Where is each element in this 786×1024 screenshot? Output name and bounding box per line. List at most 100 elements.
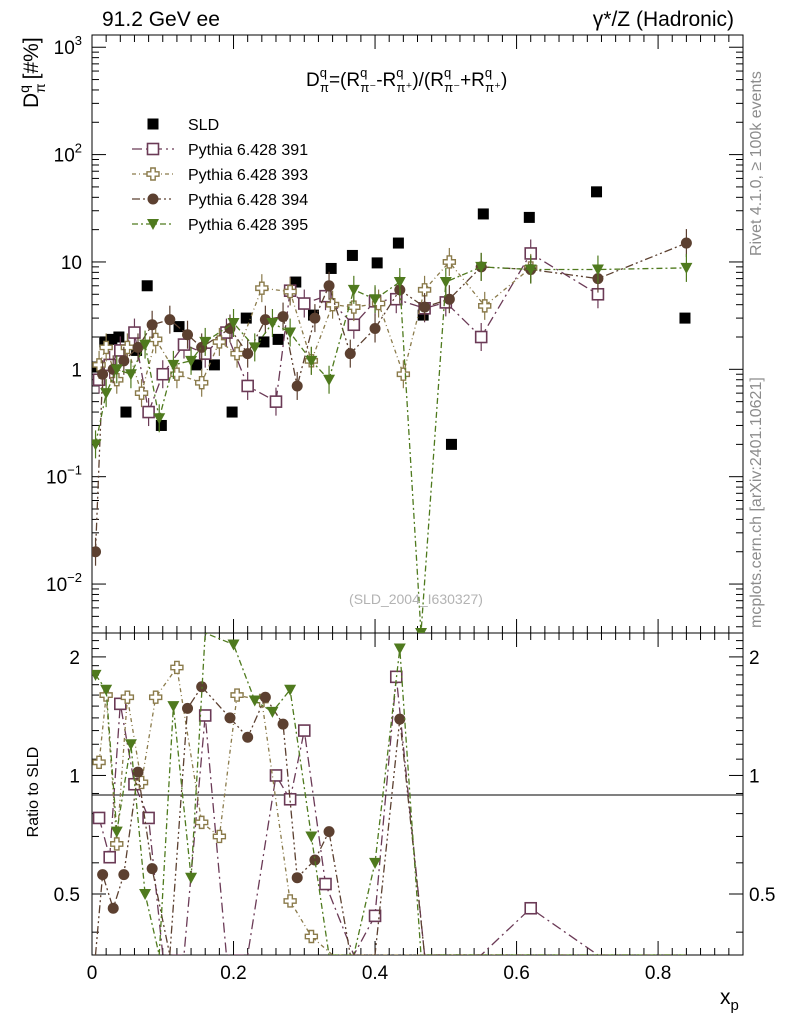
data-point: [591, 264, 604, 276]
data-point: [323, 280, 335, 292]
data-point: [417, 309, 429, 321]
data-point: [167, 359, 180, 371]
ratio-point: [297, 724, 311, 737]
data-point: [258, 336, 270, 348]
data-point: [139, 339, 152, 351]
header-right: γ*/Z (Hadronic): [592, 8, 734, 31]
data-point: [297, 297, 311, 310]
ratio-tick-label: 2: [749, 648, 760, 669]
ratio-tick-label: 0.5: [749, 885, 775, 906]
ratio-point: [100, 684, 113, 696]
data-point: [291, 380, 303, 392]
ratio-point: [182, 702, 194, 714]
data-point: [113, 331, 125, 343]
ratio-line: [94, 633, 687, 955]
y-tick-label: 103: [54, 33, 82, 59]
data-point: [283, 284, 297, 299]
data-point: [679, 312, 691, 324]
data-point: [212, 335, 227, 349]
header-left: 91.2 GeV ee: [102, 8, 220, 31]
y-tick-label: 10−1: [46, 463, 82, 489]
data-point: [153, 413, 166, 425]
ratio-point: [242, 731, 254, 743]
ratio-point: [323, 826, 335, 838]
ratio-point: [146, 863, 158, 875]
data-point: [475, 261, 488, 273]
ratio-axis-title: Ratio to SLD: [25, 747, 42, 838]
ratio-point: [269, 769, 283, 782]
data-point: [305, 355, 318, 367]
ratio-point: [194, 815, 209, 830]
ratio-point: [185, 872, 198, 884]
data-point: [177, 338, 191, 351]
legend-label: Pythia 6.428 394: [188, 192, 308, 209]
legend-marker: [147, 118, 159, 130]
x-axis-title: xp: [720, 986, 739, 1014]
ratio-point: [309, 854, 321, 866]
data-point: [371, 296, 386, 311]
ratio-point: [394, 713, 406, 725]
data-point: [290, 276, 302, 288]
y-tick-label: 10−2: [46, 570, 82, 596]
data-point: [120, 340, 135, 355]
data-point: [132, 341, 144, 353]
ratio-point: [305, 831, 318, 843]
ratio-point: [283, 894, 297, 908]
ratio-line: [98, 676, 599, 955]
data-point: [474, 330, 488, 344]
ratio-point: [134, 775, 149, 790]
data-point: [266, 318, 279, 330]
x-tick-label: 0: [87, 963, 98, 984]
ratio-point: [132, 766, 144, 778]
data-point: [284, 327, 297, 339]
ratio-point: [259, 691, 271, 703]
data-point: [323, 374, 336, 386]
data-point: [141, 280, 153, 292]
ratio-tick-label: 1: [749, 766, 760, 787]
x-tick-label: 0.4: [362, 963, 389, 984]
ratio-point: [170, 660, 184, 675]
data-point: [199, 336, 212, 348]
ratio-point: [230, 688, 244, 702]
data-point: [680, 237, 692, 249]
series-layer: [92, 186, 693, 955]
ratio-point: [167, 701, 180, 713]
data-point: [128, 326, 141, 339]
ratio-tick-label: 2: [69, 648, 80, 669]
legend-marker: [146, 142, 160, 156]
data-point: [173, 321, 185, 333]
data-point: [269, 395, 283, 408]
data-point: [118, 355, 130, 367]
data-point: [242, 348, 254, 360]
data-point: [393, 277, 406, 289]
x-tick-label: 0.2: [220, 963, 246, 984]
ratio-point: [291, 872, 303, 884]
data-point: [182, 329, 194, 341]
data-point: [369, 294, 382, 306]
data-point: [99, 340, 113, 355]
data-point: [92, 546, 102, 558]
data-point: [523, 211, 535, 223]
data-point: [396, 367, 411, 381]
data-point: [240, 312, 252, 324]
ratio-point: [319, 877, 332, 891]
ratio-point: [524, 901, 538, 915]
legend-marker: [147, 219, 159, 230]
ratio-point: [110, 826, 123, 838]
ratio-point: [92, 669, 102, 681]
ratio-point: [92, 811, 106, 825]
data-point: [319, 289, 332, 303]
data-point: [241, 379, 254, 393]
data-point: [443, 293, 455, 305]
data-point: [680, 262, 693, 274]
ratio-tick-label: 1: [69, 766, 80, 787]
data-point: [439, 277, 452, 289]
series-4-ratio: [92, 633, 687, 955]
data-point: [524, 264, 537, 276]
axis-ticks: [91, 35, 744, 955]
data-point: [170, 367, 184, 381]
ratio-point: [277, 718, 289, 730]
ratio-point: [148, 690, 163, 704]
data-point: [371, 257, 383, 269]
